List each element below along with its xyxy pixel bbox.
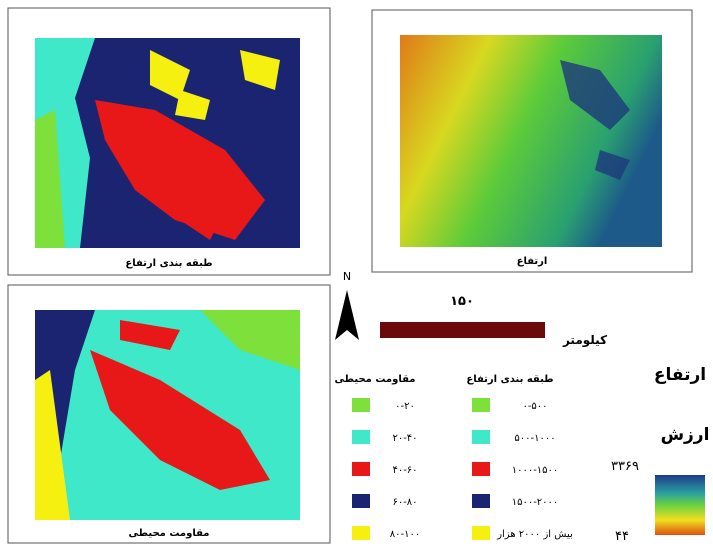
legend-title: طبقه بندی ارتفاع — [466, 374, 553, 385]
legend-title: مقاومت محیطی — [335, 374, 416, 385]
figure: طبقه بندی ارتفاع ارتفاع مقاومت محیطی N ۱… — [0, 0, 713, 545]
legend-item: بیش از ۲۰۰۰ هزار — [496, 529, 573, 540]
legend-item: ۸۰-۱۰۰ — [390, 529, 420, 540]
color-ramp — [655, 475, 705, 535]
legend-item: ۱۵۰۰-۲۰۰۰ — [512, 497, 559, 508]
legend-item: ۱۰۰۰-۱۵۰۰ — [512, 465, 559, 476]
scale-bar — [380, 322, 545, 338]
scale-unit: کیلومتر — [562, 333, 607, 348]
panel-caption: مقاومت محیطی — [129, 528, 210, 539]
north-arrow — [335, 290, 359, 340]
legend-item: ۵۰۰-۱۰۰۰ — [514, 433, 555, 444]
legend-subtitle: ارزش — [661, 425, 710, 445]
panel-caption: طبقه بندی ارتفاع — [125, 258, 212, 269]
map-resistance: مقاومت محیطی — [8, 285, 330, 543]
ramp-min: ۴۴ — [615, 529, 629, 544]
scale-distance: ۱۵۰ — [450, 294, 474, 309]
north-label: N — [343, 270, 351, 283]
legend-item: ۴۰-۶۰ — [392, 465, 417, 476]
legend-item: ۰-۵۰۰ — [522, 401, 547, 412]
legend-elevation-class: طبقه بندی ارتفاع ۰-۵۰۰ ۵۰۰-۱۰۰۰ ۱۰۰۰-۱۵۰… — [466, 374, 572, 540]
map-elevation: ارتفاع — [372, 10, 692, 272]
ramp-max: ۳۳۶۹ — [611, 459, 639, 474]
map-elevation-class: طبقه بندی ارتفاع — [8, 8, 330, 275]
legend-item: ۰-۲۰ — [395, 401, 415, 412]
legend-resistance: مقاومت محیطی ۰-۲۰ ۲۰-۴۰ ۴۰-۶۰ ۶۰-۸۰ ۸۰-۱… — [335, 374, 421, 540]
legend-item: ۶۰-۸۰ — [392, 497, 417, 508]
legend-elevation: ارتفاع ارزش ۳۳۶۹ ۴۴ — [611, 365, 709, 544]
panel-caption: ارتفاع — [517, 256, 548, 267]
legend-item: ۲۰-۴۰ — [392, 433, 417, 444]
legend-title: ارتفاع — [654, 365, 706, 385]
